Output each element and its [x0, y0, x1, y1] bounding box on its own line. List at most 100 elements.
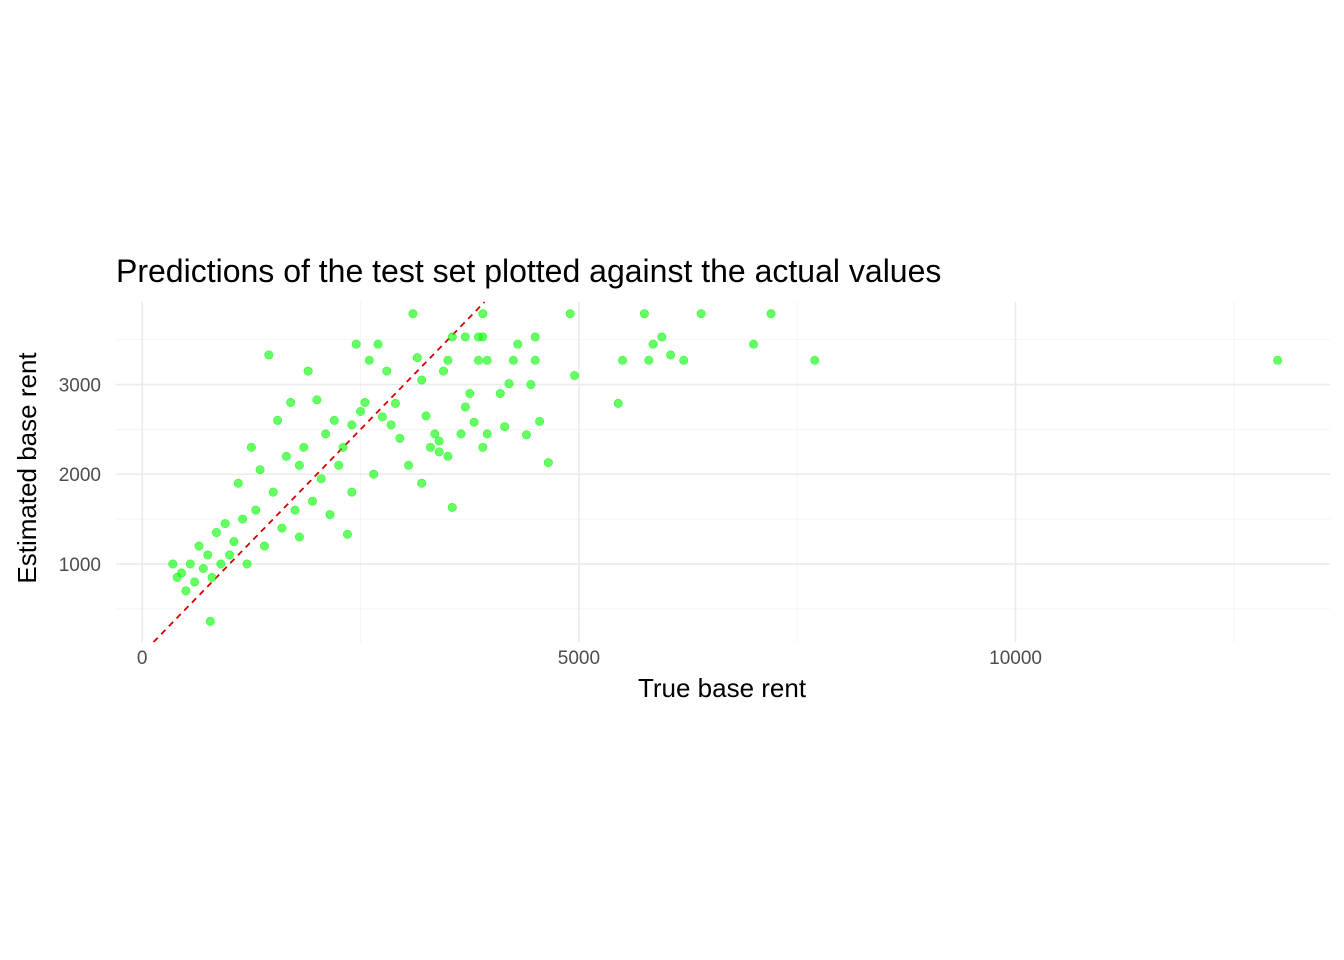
- data-point: [504, 379, 514, 389]
- data-point: [273, 415, 283, 425]
- data-point: [766, 309, 776, 319]
- data-point: [439, 366, 449, 376]
- data-point: [447, 502, 457, 512]
- data-point: [565, 309, 575, 319]
- chart-title: Predictions of the test set plotted agai…: [116, 253, 941, 289]
- x-tick-label: 0: [137, 648, 148, 669]
- data-point: [526, 380, 536, 390]
- data-point: [749, 339, 759, 349]
- data-point: [570, 371, 580, 381]
- data-point: [356, 406, 366, 416]
- data-point: [216, 559, 226, 569]
- x-tick-label: 10000: [989, 648, 1042, 669]
- data-point: [377, 412, 387, 422]
- data-point: [482, 355, 492, 365]
- data-point: [543, 458, 553, 468]
- data-point: [360, 397, 370, 407]
- data-point: [618, 355, 628, 365]
- data-point: [465, 389, 475, 399]
- data-point: [430, 429, 440, 439]
- data-point: [456, 429, 466, 439]
- data-point: [513, 339, 523, 349]
- data-point: [535, 416, 545, 426]
- data-point: [530, 355, 540, 365]
- data-point: [473, 355, 483, 365]
- data-point: [338, 442, 348, 452]
- data-point: [220, 519, 230, 529]
- data-point: [478, 442, 488, 452]
- data-point: [268, 487, 278, 497]
- y-axis-label: Estimated base rent: [12, 352, 42, 584]
- data-point: [613, 398, 623, 408]
- data-point: [434, 447, 444, 457]
- data-point: [294, 532, 304, 542]
- data-point: [648, 339, 658, 349]
- reference-line-group: [152, 301, 486, 643]
- data-points: [168, 309, 1283, 626]
- data-point: [255, 465, 265, 475]
- data-point: [190, 577, 200, 587]
- tick-labels: 0 5000 10000 1000 2000 3000: [59, 376, 1042, 669]
- data-point: [369, 469, 379, 479]
- data-point: [211, 528, 221, 538]
- data-point: [246, 442, 256, 452]
- data-point: [294, 460, 304, 470]
- data-point: [425, 442, 435, 452]
- y-tick-label: 2000: [59, 465, 101, 486]
- data-point: [666, 350, 676, 360]
- data-point: [508, 355, 518, 365]
- data-point: [696, 309, 706, 319]
- data-point: [299, 442, 309, 452]
- data-point: [679, 355, 689, 365]
- data-point: [412, 353, 422, 363]
- data-point: [495, 389, 505, 399]
- data-point: [225, 550, 235, 560]
- data-point: [421, 411, 431, 421]
- data-point: [264, 350, 274, 360]
- data-point: [347, 487, 357, 497]
- data-point: [198, 563, 208, 573]
- data-point: [417, 478, 427, 488]
- data-point: [469, 417, 479, 427]
- y-tick-label: 3000: [59, 376, 101, 397]
- data-point: [447, 332, 457, 342]
- data-point: [233, 478, 243, 488]
- data-point: [395, 433, 405, 443]
- grid-lines: [116, 302, 1330, 642]
- data-point: [644, 355, 654, 365]
- data-point: [238, 514, 248, 524]
- data-point: [434, 436, 444, 446]
- data-point: [281, 451, 291, 461]
- x-tick-label: 5000: [558, 648, 600, 669]
- data-point: [205, 616, 215, 626]
- data-point: [312, 395, 322, 405]
- data-point: [194, 541, 204, 551]
- y-tick-label: 1000: [59, 555, 101, 576]
- data-point: [443, 355, 453, 365]
- data-point: [203, 550, 213, 560]
- data-point: [251, 505, 261, 515]
- data-point: [308, 496, 318, 506]
- data-point: [530, 332, 540, 342]
- data-point: [390, 398, 400, 408]
- data-point: [321, 429, 331, 439]
- data-point: [417, 375, 427, 385]
- data-point: [460, 332, 470, 342]
- data-point: [207, 572, 217, 582]
- x-axis-label: True base rent: [638, 673, 807, 703]
- data-point: [342, 529, 352, 539]
- data-point: [478, 309, 488, 319]
- data-point: [286, 397, 296, 407]
- data-point: [185, 559, 195, 569]
- data-point: [229, 537, 239, 547]
- data-point: [290, 505, 300, 515]
- data-point: [303, 366, 313, 376]
- data-point: [386, 420, 396, 430]
- data-point: [500, 422, 510, 432]
- data-point: [443, 451, 453, 461]
- data-point: [316, 474, 326, 484]
- data-point: [810, 355, 820, 365]
- data-point: [521, 430, 531, 440]
- data-point: [329, 415, 339, 425]
- data-point: [277, 523, 287, 533]
